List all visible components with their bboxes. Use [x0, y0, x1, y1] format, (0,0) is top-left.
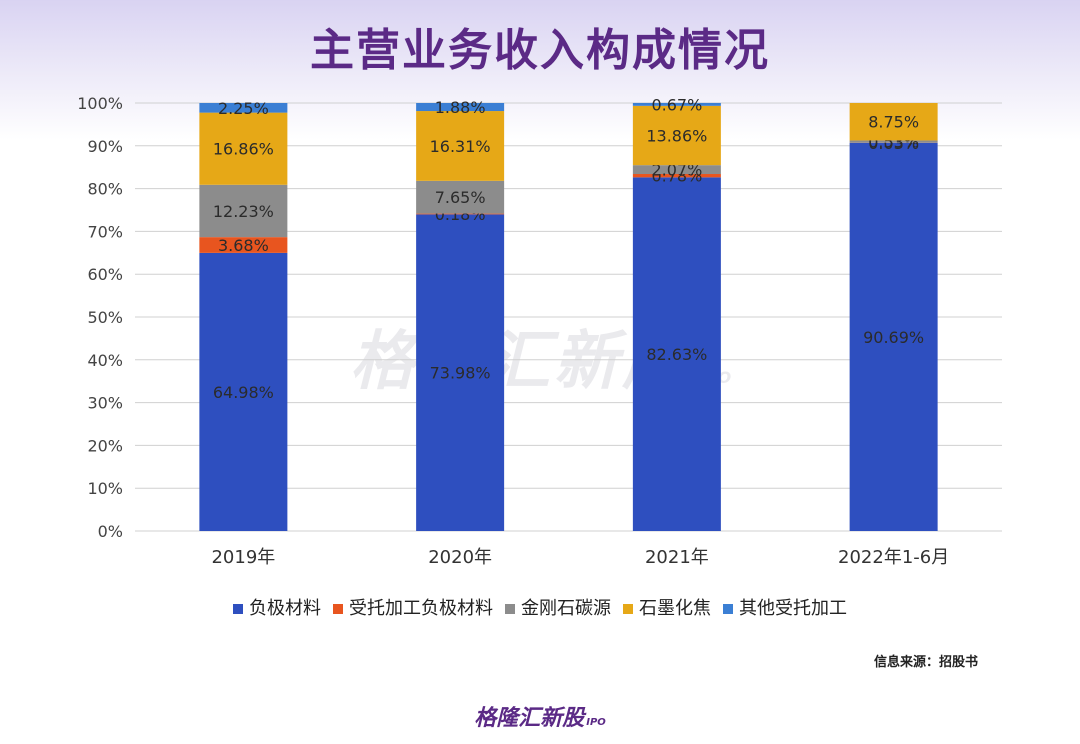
legend-swatch — [623, 604, 633, 614]
y-tick-label: 60% — [87, 265, 123, 284]
y-tick-label: 20% — [87, 436, 123, 455]
bar-segment — [632, 102, 721, 106]
data-label: 73.98% — [430, 364, 491, 383]
legend-label: 其他受托加工 — [739, 598, 847, 619]
legend-swatch — [233, 604, 243, 614]
y-tick-label: 80% — [87, 180, 123, 199]
legend-swatch — [723, 604, 733, 614]
y-tick-label: 10% — [87, 479, 123, 498]
x-tick-label: 2022年1-6月 — [838, 547, 949, 568]
legend-swatch — [505, 604, 515, 614]
bar-segment — [416, 180, 505, 214]
data-label: 16.31% — [430, 137, 491, 156]
legend-label: 金刚石碳源 — [521, 598, 611, 619]
legend-item: 金刚石碳源 — [505, 594, 611, 620]
chart-title: 主营业务收入构成情况 — [310, 25, 770, 76]
data-label: 8.75% — [868, 113, 919, 132]
y-tick-label: 70% — [87, 222, 123, 241]
bar-segment — [199, 112, 288, 185]
legend-label: 受托加工负极材料 — [349, 598, 493, 619]
x-tick-label: 2021年 — [645, 547, 709, 568]
data-label: 13.86% — [646, 126, 707, 145]
data-label: 90.69% — [863, 328, 924, 347]
data-label: 82.63% — [646, 345, 707, 364]
chart-legend: 负极材料 受托加工负极材料 金刚石碳源 石墨化焦 其他受托加工 — [0, 594, 1080, 620]
legend-swatch — [333, 604, 343, 614]
legend-item: 其他受托加工 — [723, 594, 847, 620]
bar-segment — [199, 103, 288, 113]
y-tick-label: 0% — [98, 522, 123, 541]
x-tick-label: 2019年 — [211, 547, 275, 568]
data-label: 2.07% — [651, 161, 702, 180]
x-tick-label: 2020年 — [428, 547, 492, 568]
data-label: 1.88% — [435, 98, 486, 117]
data-label: 64.98% — [213, 383, 274, 402]
y-tick-label: 50% — [87, 308, 123, 327]
legend-label: 负极材料 — [249, 598, 321, 619]
bar-segment — [416, 213, 505, 215]
y-tick-label: 40% — [87, 351, 123, 370]
bar-segment — [416, 103, 505, 112]
bar-segment — [849, 103, 938, 141]
footer-logo-ipo: IPO — [586, 717, 606, 728]
data-label: 3.68% — [218, 236, 269, 255]
footer-logo-text: 格隆汇新股 — [474, 706, 585, 731]
legend-label: 石墨化焦 — [639, 598, 711, 619]
legend-item: 负极材料 — [233, 594, 321, 620]
bar-segment — [632, 165, 721, 175]
bar-segment — [632, 105, 721, 166]
y-tick-label: 100% — [77, 94, 123, 113]
data-label: 12.23% — [213, 202, 274, 221]
data-label: 7.65% — [435, 188, 486, 207]
source-note: 信息来源：招股书 — [873, 655, 978, 670]
bar-segment — [416, 214, 505, 531]
y-tick-label: 90% — [87, 137, 123, 156]
data-label: 2.25% — [218, 99, 269, 118]
bar-segment — [199, 237, 288, 253]
bar-segment — [416, 111, 505, 181]
bar-segment — [199, 184, 288, 238]
legend-item: 受托加工负极材料 — [333, 594, 493, 620]
bar-segment — [849, 140, 938, 143]
y-tick-label: 30% — [87, 394, 123, 413]
bar-segment — [199, 252, 288, 531]
bar-segment — [632, 174, 721, 178]
legend-item: 石墨化焦 — [623, 594, 711, 620]
footer-logo: 格隆汇新股 IPO — [0, 700, 1080, 732]
data-label: 16.86% — [213, 140, 274, 159]
bar-segment — [632, 177, 721, 531]
data-label: 0.67% — [651, 95, 702, 114]
bar-segment — [849, 142, 938, 531]
